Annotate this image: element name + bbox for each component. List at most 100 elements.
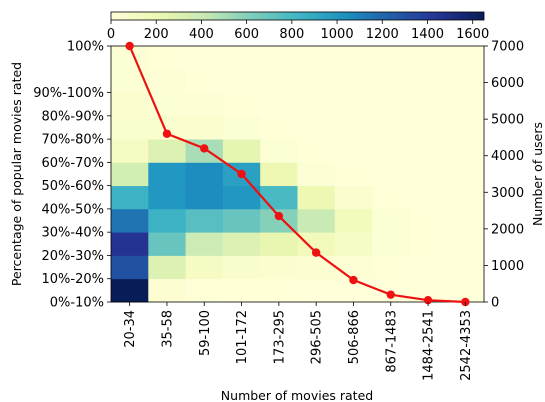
- heatmap-cell: [446, 139, 485, 163]
- left-tick-label: 80%-90%: [42, 109, 104, 124]
- colorbar-tick-label: 200: [144, 27, 169, 42]
- heatmap-cell: [297, 46, 336, 70]
- x-tick-label: 506-866: [347, 310, 362, 364]
- heatmap-cell: [185, 92, 224, 117]
- users-line-point: [423, 295, 433, 305]
- users-line-point: [349, 275, 358, 285]
- x-axis-label: Number of movies rated: [221, 388, 373, 402]
- heatmap-cell: [260, 115, 298, 140]
- heatmap-cell: [111, 208, 149, 233]
- heatmap-cell: [260, 69, 298, 93]
- heatmap-cell: [409, 92, 448, 117]
- users-line-point: [386, 290, 395, 299]
- heatmap-cell: [334, 115, 373, 140]
- heatmap-cell: [297, 208, 336, 233]
- heatmap-cell: [111, 185, 149, 210]
- heatmap-cell: [334, 92, 373, 117]
- heatmap-cell: [409, 278, 448, 303]
- colorbar-tick-label: 1600: [456, 27, 489, 42]
- heatmap-cell: [222, 278, 261, 303]
- x-tick-label: 101-172: [235, 310, 250, 364]
- heatmap-cell: [372, 232, 410, 256]
- right-tick-label: 3000: [491, 186, 524, 201]
- heatmap-cell: [446, 46, 485, 70]
- heatmap-cell: [372, 162, 410, 187]
- right-tick-label: 1000: [491, 259, 524, 274]
- colorbar-tick-label: 1200: [366, 27, 399, 42]
- colorbar-tick-label: 1400: [411, 27, 444, 42]
- heatmap-cell: [446, 69, 485, 93]
- users-line-series: [125, 41, 470, 307]
- heatmap-cell: [334, 139, 373, 163]
- heatmap-cell: [409, 46, 448, 70]
- x-tick-label: 173-295: [272, 310, 287, 364]
- heatmap-cell: [334, 185, 373, 210]
- heatmap-cell: [297, 185, 336, 210]
- heatmap-cell: [372, 255, 410, 280]
- heatmap-cell: [409, 232, 448, 256]
- heatmap-cell: [334, 162, 373, 187]
- right-tick-label: 7000: [491, 40, 524, 55]
- heatmap-cell: [185, 255, 224, 280]
- left-tick-label: 0%-10%: [50, 296, 104, 311]
- plot-frame: [110, 45, 485, 303]
- users-line-point: [162, 129, 172, 138]
- heatmap-cell: [297, 139, 336, 163]
- heatmap-cell: [446, 278, 485, 303]
- colorbar-ticks: 0 200 400 600 800 1000 1200 1400 1600: [107, 20, 489, 42]
- left-tick-label: 60%-70%: [42, 156, 104, 171]
- colorbar: 0 200 400 600 800 1000 1200 1400 1600: [107, 11, 489, 42]
- users-line-point: [237, 169, 246, 179]
- heatmap-cell: [260, 278, 298, 303]
- users-line: [128, 45, 466, 304]
- heatmap-cell: [222, 232, 261, 256]
- heatmap-cell: [148, 46, 186, 70]
- x-tick-label: 35-58: [160, 310, 175, 348]
- left-tick-label: 40%-50%: [42, 202, 104, 217]
- right-tick-label: 4000: [491, 149, 524, 164]
- heatmap-cell: [372, 115, 410, 140]
- heatmap-cell: [372, 139, 410, 163]
- heatmap-cell: [148, 208, 186, 233]
- left-y-ticks: 0%-10% 10%-20% 20%-30% 30%-40% 40%-50% 50%-60…: [33, 40, 111, 311]
- x-tick-label: 2542-4353: [459, 310, 474, 381]
- heatmap-cell: [148, 232, 186, 256]
- right-y-ticks: 0 1000 2000 3000 4000 5000 6000 7000: [484, 40, 524, 311]
- heatmap-cell: [148, 162, 186, 187]
- heatmap-cell: [446, 92, 485, 117]
- heatmap-cell: [372, 208, 410, 233]
- heatmap-cell: [372, 46, 410, 70]
- heatmap-cell: [260, 46, 298, 70]
- heatmap-cell: [185, 208, 224, 233]
- left-tick-label: 50%-60%: [42, 179, 104, 194]
- heatmap-cell: [297, 92, 336, 117]
- left-tick-label: 70%-80%: [42, 133, 104, 148]
- heatmap-cell: [334, 208, 373, 233]
- heatmap-cell: [222, 69, 261, 93]
- heatmap-cell: [446, 162, 485, 187]
- heatmap-cell: [334, 46, 373, 70]
- heatmap-cell: [409, 115, 448, 140]
- left-tick-label: 20%-30%: [42, 249, 104, 264]
- right-tick-label: 6000: [491, 76, 524, 91]
- x-ticks: 20-34 35-58 59-100 101-172 173-295 296-505 506…: [123, 302, 474, 381]
- right-tick-label: 5000: [491, 113, 524, 128]
- heatmap-cell: [297, 232, 336, 256]
- heatmap-cell: [446, 185, 485, 210]
- heatmap-cell: [222, 185, 261, 210]
- heatmap-cell: [185, 278, 224, 303]
- heatmap-cell: [222, 92, 261, 117]
- heatmap-cell: [409, 69, 448, 93]
- heatmap-cell: [148, 185, 186, 210]
- heatmap-cell: [111, 139, 149, 163]
- colorbar-tick-label: 800: [279, 27, 304, 42]
- heatmap-cell: [446, 208, 485, 233]
- heatmap-cell: [111, 115, 149, 140]
- heatmap-cell: [111, 46, 149, 70]
- users-line-point: [311, 248, 321, 257]
- heatmap-cell: [446, 255, 485, 280]
- heatmap-cells: [111, 46, 485, 303]
- heatmap-cell: [111, 162, 149, 187]
- x-tick-label: 20-34: [123, 310, 138, 348]
